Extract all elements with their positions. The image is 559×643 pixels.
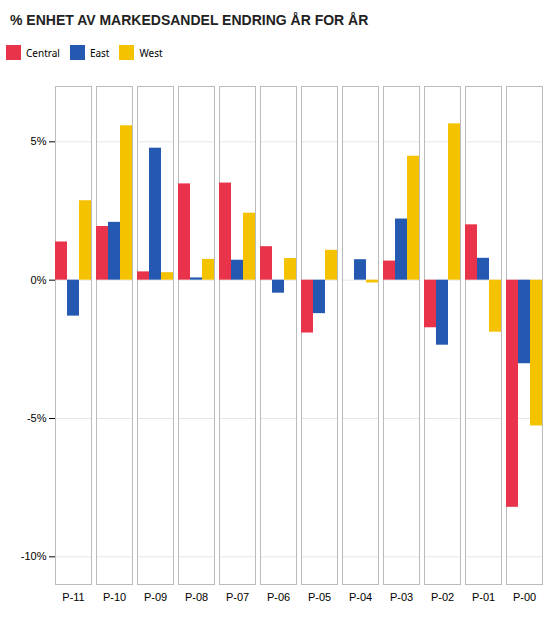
svg-text:P-02: P-02 [431, 591, 454, 603]
svg-text:P-05: P-05 [308, 591, 331, 603]
svg-text:P-00: P-00 [513, 591, 536, 603]
svg-text:0%: 0% [31, 274, 47, 286]
svg-text:P-11: P-11 [62, 591, 84, 603]
svg-text:P-10: P-10 [103, 591, 126, 603]
svg-text:-5%: -5% [27, 412, 47, 424]
svg-text:P-06: P-06 [267, 591, 290, 603]
html-text:West: West [139, 45, 163, 60]
svg-text:P-09: P-09 [144, 591, 167, 603]
svg-text:5%: 5% [31, 135, 47, 147]
svg-text:P-08: P-08 [185, 591, 208, 603]
svg-text:P-01: P-01 [472, 591, 495, 603]
html-text:East: East [89, 45, 110, 60]
svg-text:P-03: P-03 [390, 591, 413, 603]
html-text:% ENHET AV MARKEDSANDEL ENDRIN: % ENHET AV MARKEDSANDEL ENDRING ÅR FOR Å… [10, 12, 369, 28]
svg-text:P-07: P-07 [226, 591, 249, 603]
html-text:Central: Central [26, 45, 60, 60]
svg-text:P-04: P-04 [349, 591, 372, 603]
svg-text:-10%: -10% [21, 550, 47, 562]
